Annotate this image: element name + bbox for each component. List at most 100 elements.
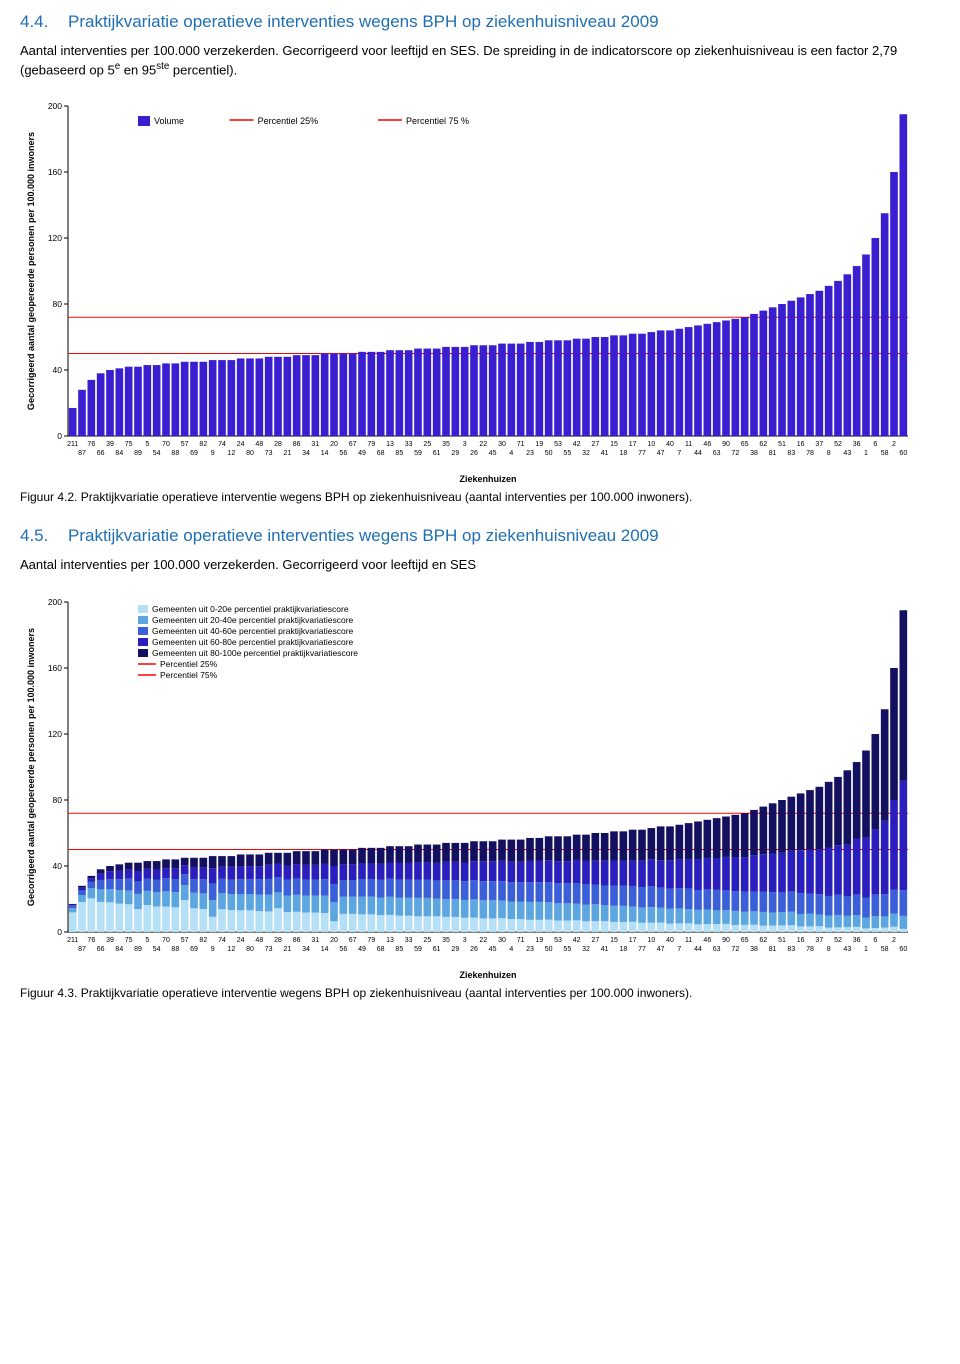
chart-2-svg: 04080120160200Gecorrigeerd aantal geoper… [20, 592, 920, 982]
chart-1-svg: 04080120160200Gecorrigeerd aantal geoper… [20, 96, 920, 486]
svg-text:35: 35 [442, 441, 450, 448]
figure-4-2-caption: Figuur 4.2. Praktijkvariatie operatieve … [20, 490, 940, 506]
svg-text:37: 37 [815, 441, 823, 448]
svg-text:Gecorrigeerd aantal geopereerd: Gecorrigeerd aantal geopereerde personen… [26, 132, 36, 410]
svg-text:21: 21 [283, 450, 291, 457]
svg-text:32: 32 [582, 450, 590, 457]
svg-text:37: 37 [815, 937, 823, 944]
svg-text:7: 7 [677, 946, 681, 953]
svg-text:42: 42 [573, 441, 581, 448]
svg-text:71: 71 [517, 937, 525, 944]
svg-text:68: 68 [377, 946, 385, 953]
svg-text:24: 24 [237, 441, 245, 448]
svg-text:31: 31 [311, 937, 319, 944]
svg-text:69: 69 [190, 946, 198, 953]
svg-text:61: 61 [433, 946, 441, 953]
svg-text:211: 211 [67, 441, 78, 448]
section-4-5-title: 4.5. Praktijkvariatie operatieve interve… [20, 526, 940, 546]
svg-text:16: 16 [797, 937, 805, 944]
svg-text:48: 48 [255, 937, 263, 944]
svg-text:81: 81 [769, 946, 777, 953]
svg-text:44: 44 [694, 946, 702, 953]
svg-text:62: 62 [759, 441, 767, 448]
svg-text:77: 77 [638, 450, 646, 457]
svg-text:35: 35 [442, 937, 450, 944]
svg-text:18: 18 [619, 450, 627, 457]
svg-text:57: 57 [181, 441, 189, 448]
svg-text:83: 83 [787, 450, 795, 457]
svg-text:11: 11 [685, 937, 692, 944]
svg-text:75: 75 [125, 937, 133, 944]
svg-text:39: 39 [106, 441, 114, 448]
svg-text:10: 10 [647, 937, 655, 944]
svg-text:51: 51 [778, 441, 786, 448]
svg-text:55: 55 [563, 450, 571, 457]
svg-text:78: 78 [806, 450, 814, 457]
svg-text:3: 3 [463, 441, 467, 448]
svg-text:46: 46 [703, 937, 711, 944]
svg-text:Percentiel 25%: Percentiel 25% [258, 116, 319, 126]
svg-text:76: 76 [87, 441, 95, 448]
svg-text:80: 80 [246, 450, 254, 457]
svg-text:43: 43 [843, 946, 851, 953]
svg-text:19: 19 [535, 441, 543, 448]
svg-text:85: 85 [395, 450, 403, 457]
svg-text:83: 83 [787, 946, 795, 953]
svg-text:41: 41 [601, 946, 609, 953]
svg-text:200: 200 [48, 101, 62, 111]
svg-text:53: 53 [554, 937, 562, 944]
svg-text:66: 66 [97, 450, 105, 457]
svg-text:5: 5 [145, 937, 149, 944]
svg-text:26: 26 [470, 946, 478, 953]
svg-text:Percentiel 75%: Percentiel 75% [160, 670, 218, 680]
svg-text:Ziekenhuizen: Ziekenhuizen [459, 970, 516, 980]
svg-text:82: 82 [199, 441, 207, 448]
svg-text:14: 14 [321, 946, 329, 953]
svg-text:57: 57 [181, 937, 189, 944]
svg-text:12: 12 [227, 946, 235, 953]
svg-text:19: 19 [535, 937, 543, 944]
svg-text:23: 23 [526, 946, 534, 953]
svg-text:15: 15 [610, 441, 618, 448]
svg-text:15: 15 [610, 937, 618, 944]
svg-text:47: 47 [657, 946, 665, 953]
svg-text:84: 84 [115, 450, 123, 457]
svg-text:87: 87 [78, 450, 86, 457]
svg-text:89: 89 [134, 946, 142, 953]
svg-text:84: 84 [115, 946, 123, 953]
svg-text:80: 80 [53, 299, 63, 309]
svg-text:46: 46 [703, 441, 711, 448]
svg-text:38: 38 [750, 946, 758, 953]
svg-text:82: 82 [199, 937, 207, 944]
svg-text:29: 29 [451, 450, 459, 457]
svg-text:71: 71 [517, 441, 525, 448]
svg-text:60: 60 [899, 450, 907, 457]
figure-4-2-chart: 04080120160200Gecorrigeerd aantal geoper… [20, 96, 940, 486]
svg-text:48: 48 [255, 441, 263, 448]
svg-text:6: 6 [873, 937, 877, 944]
svg-text:17: 17 [629, 441, 637, 448]
svg-text:73: 73 [265, 946, 273, 953]
svg-text:39: 39 [106, 937, 114, 944]
svg-text:50: 50 [545, 946, 553, 953]
svg-text:34: 34 [302, 450, 310, 457]
svg-text:86: 86 [293, 441, 301, 448]
svg-text:74: 74 [218, 441, 226, 448]
svg-text:49: 49 [358, 946, 366, 953]
svg-text:56: 56 [339, 946, 347, 953]
svg-text:Gemeenten uit 60-80e percentie: Gemeenten uit 60-80e percentiel praktijk… [152, 637, 354, 647]
svg-text:60: 60 [899, 946, 907, 953]
svg-text:43: 43 [843, 450, 851, 457]
svg-text:211: 211 [67, 937, 78, 944]
svg-text:2: 2 [892, 937, 896, 944]
svg-text:61: 61 [433, 450, 441, 457]
svg-text:9: 9 [211, 450, 215, 457]
svg-text:90: 90 [722, 937, 730, 944]
svg-text:10: 10 [647, 441, 655, 448]
svg-text:6: 6 [873, 441, 877, 448]
svg-text:63: 63 [713, 450, 721, 457]
svg-text:69: 69 [190, 450, 198, 457]
svg-text:27: 27 [591, 937, 599, 944]
svg-text:45: 45 [489, 946, 497, 953]
svg-text:67: 67 [349, 937, 357, 944]
